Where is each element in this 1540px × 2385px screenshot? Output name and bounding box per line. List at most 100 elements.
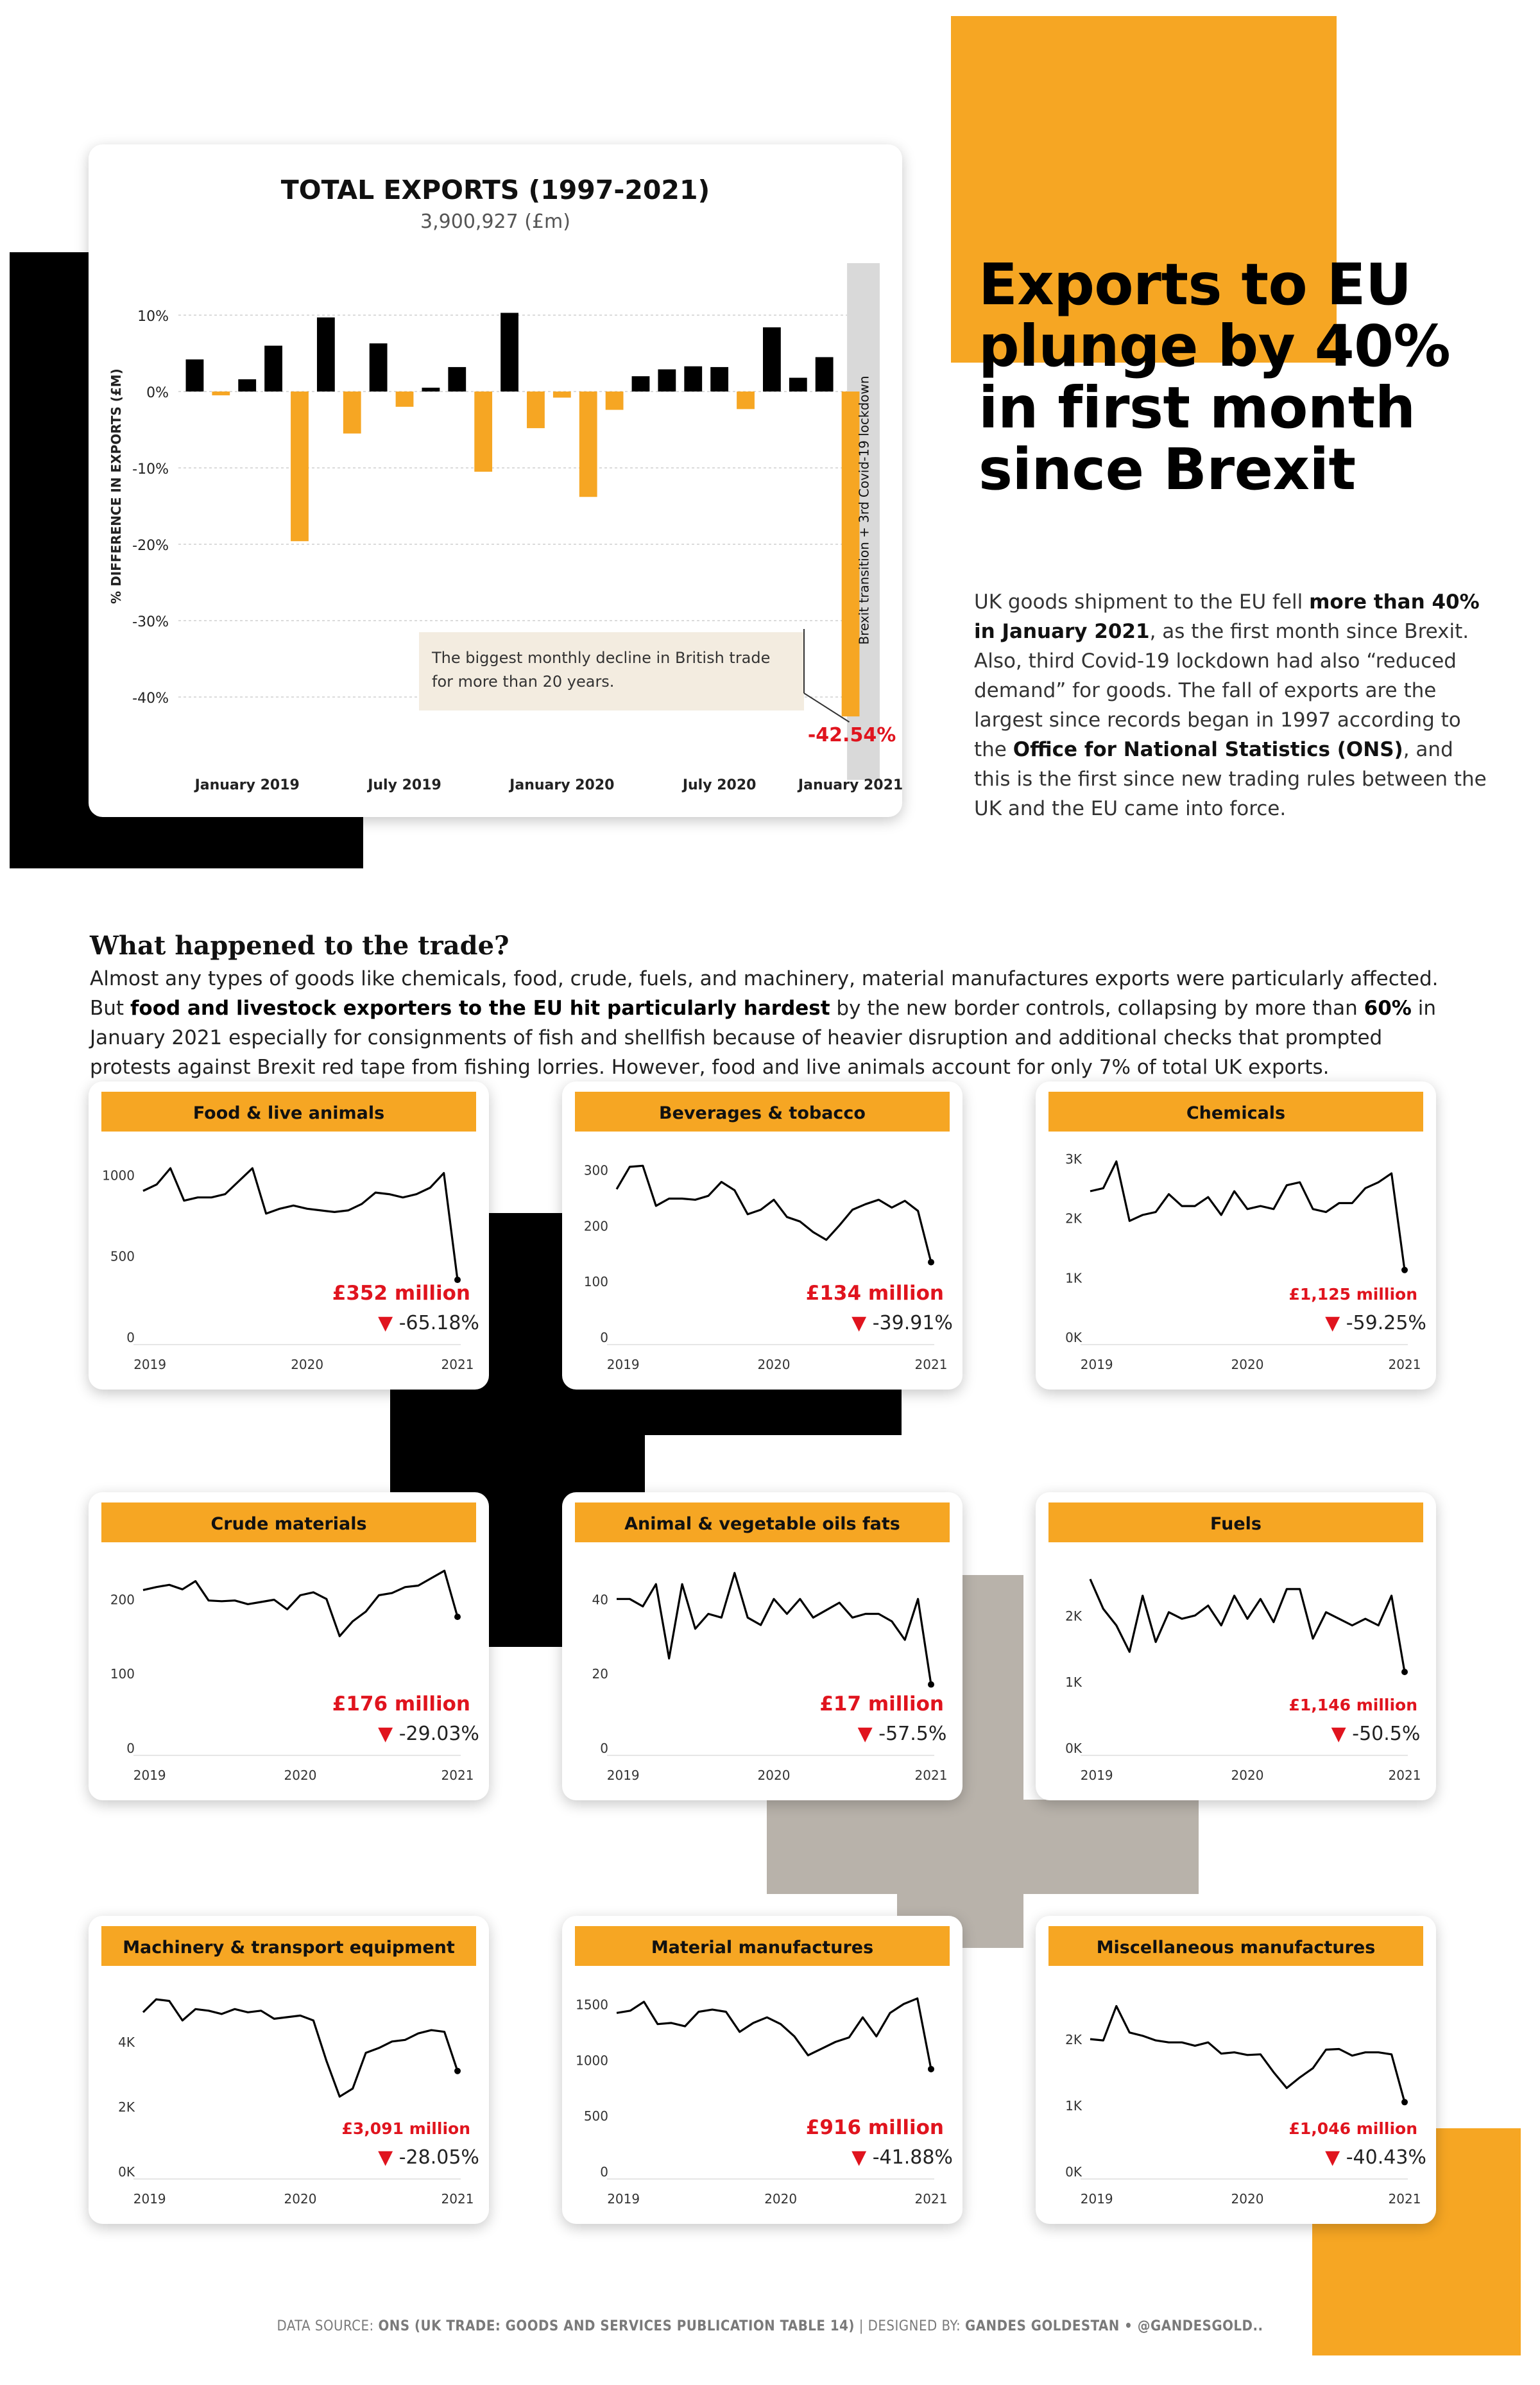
beverages-chart: Beverages & tobacco 0 100 200 300 2019 2020 202… — [575, 1092, 953, 1372]
section-paragraph: Almost any types of goods like chemicals… — [90, 964, 1463, 1082]
chart-title-banner — [1048, 1502, 1423, 1542]
chart-title: Material manufactures — [651, 1938, 873, 1958]
value-label: £3,091 million — [342, 2119, 470, 2138]
x-tick-label: 2019 — [607, 1357, 640, 1372]
value-label: £1,046 million — [1289, 2119, 1417, 2138]
y-tick-label: 0 — [126, 1741, 135, 1756]
y-tick-label: 0 — [126, 1330, 135, 1345]
y-tick-label: -40% — [132, 691, 169, 707]
x-tick-label: January 2020 — [508, 777, 614, 793]
bar — [710, 366, 729, 392]
series-line — [1090, 1160, 1406, 1271]
bar — [763, 327, 781, 392]
bar — [264, 345, 282, 392]
machinery-card: Machinery & transport equipment 0K 2K 4K 201… — [89, 1916, 489, 2224]
y-axis-label: % DIFFERENCE IN EXPORTS (£M) — [108, 368, 124, 604]
y-tick-label: 2K — [1065, 1608, 1082, 1624]
last-point — [454, 1277, 461, 1284]
value-label: £1,125 million — [1289, 1285, 1417, 1304]
summary-bold-2: Office for National Statistics (ONS) — [1013, 738, 1403, 761]
y-tick-label: 1000 — [576, 2053, 608, 2068]
chart-subtitle: 3,900,927 (£m) — [420, 211, 570, 233]
y-tick-label: 10% — [137, 309, 169, 325]
bar — [369, 343, 388, 392]
chart-title-banner — [575, 1502, 950, 1542]
change-label: ▼ -59.25% — [1325, 1312, 1426, 1334]
chart-title: TOTAL EXPORTS (1997-2021) — [281, 175, 710, 205]
x-tick-label: January 2019 — [194, 777, 300, 793]
bar — [343, 392, 361, 434]
last-point — [928, 1259, 934, 1266]
down-triangle-icon: ▼ — [378, 2146, 393, 2169]
section-title: What happened to the trade? — [90, 931, 509, 961]
x-tick-label: 2021 — [915, 1357, 948, 1372]
summary-text-2: , as the first month since Brexit. Also,… — [974, 620, 1469, 761]
footer-source: ONS (UK TRADE: GOODS AND SERVICES PUBLIC… — [378, 2318, 855, 2334]
last-point — [454, 2067, 461, 2074]
crude-chart: Crude materials 0 100 200 2019 2020 2021 £176 m… — [101, 1502, 479, 1783]
y-tick-label: 40 — [592, 1592, 608, 1607]
down-triangle-icon: ▼ — [1325, 2146, 1340, 2169]
bar — [291, 392, 309, 542]
x-tick-label: 2021 — [441, 1357, 474, 1372]
y-tick-label: 200 — [584, 1218, 608, 1234]
annotation-text-line-1: The biggest monthly decline in British t… — [431, 649, 770, 667]
chart-title: Food & live animals — [193, 1103, 384, 1123]
series-line — [617, 1572, 932, 1685]
machinery-chart: Machinery & transport equipment 0K 2K 4K 201… — [101, 1926, 479, 2207]
x-tick-label: July 2019 — [366, 777, 441, 793]
change-value: -29.03% — [393, 1723, 479, 1745]
section-bold-1: food and livestock exporters to the EU h… — [130, 997, 830, 1020]
bar — [841, 392, 860, 717]
bar — [789, 377, 807, 392]
headline-line-3: in first month — [979, 374, 1416, 441]
x-tick-label: 2021 — [1389, 1357, 1421, 1372]
chart-title-banner — [101, 1092, 476, 1132]
headline: Exports to EU plunge by 40% in first mon… — [979, 254, 1505, 500]
chemicals-chart: Chemicals 0K 1K 2K 3K 2019 2020 2021 £1,125 mill… — [1048, 1092, 1426, 1372]
x-tick-label: January 2021 — [797, 777, 902, 793]
oils-card: Animal & vegetable oils fats 0 20 40 2019 202… — [562, 1492, 963, 1800]
headline-line-4: since Brexit — [979, 436, 1356, 503]
summary-paragraph: UK goods shipment to the EU fell more th… — [974, 587, 1487, 823]
chart-title: Beverages & tobacco — [659, 1103, 866, 1123]
y-tick-label: 0 — [600, 1330, 608, 1345]
bar — [212, 392, 230, 395]
chart-title-banner — [575, 1926, 950, 1966]
y-tick-label: 0K — [1065, 2164, 1082, 2180]
y-tick-label: 1K — [1065, 1675, 1082, 1690]
chart-title-banner — [101, 1502, 476, 1542]
footer-designer: GANDES GOLDESTAN • @GANDESGOLD.. — [964, 2318, 1263, 2334]
annotation-box — [419, 632, 804, 710]
bar — [605, 392, 624, 410]
change-label: ▼ -28.05% — [378, 2146, 479, 2169]
footer-separator: | DESIGNED BY: — [854, 2318, 965, 2334]
bar — [422, 388, 440, 392]
x-tick-label: 2019 — [133, 1357, 166, 1372]
headline-line-2: plunge by 40% — [979, 313, 1451, 379]
chart-title-banner — [575, 1092, 950, 1132]
y-tick-label: 0 — [600, 1741, 608, 1756]
y-tick-label: 500 — [110, 1249, 135, 1264]
x-tick-label: 2020 — [764, 2191, 797, 2207]
x-tick-label: July 2020 — [681, 777, 757, 793]
y-tick-label: 1K — [1065, 1270, 1082, 1286]
change-value: -41.88% — [866, 2146, 953, 2169]
annotation-connector — [803, 693, 850, 723]
y-tick-label: 300 — [584, 1162, 608, 1178]
change-value: -59.25% — [1340, 1312, 1426, 1334]
crude-card: Crude materials 0 100 200 2019 2020 2021 £176 m… — [89, 1492, 489, 1800]
footer-credits: DATA SOURCE: ONS (UK TRADE: GOODS AND SE… — [0, 2318, 1540, 2334]
series-line — [142, 1167, 459, 1280]
series-line — [615, 1164, 932, 1262]
x-tick-label: 2019 — [1081, 1357, 1113, 1372]
series-line — [1089, 1578, 1406, 1673]
y-tick-label: -10% — [132, 461, 169, 478]
y-tick-label: 20 — [592, 1666, 608, 1682]
change-label: ▼ -65.18% — [378, 1312, 479, 1334]
value-label: £1,146 million — [1289, 1696, 1417, 1714]
food-card: Food & live animals 0 500 1000 2019 2020 2021 £… — [89, 1081, 489, 1390]
down-triangle-icon: ▼ — [1325, 1312, 1340, 1334]
summary-text-1: UK goods shipment to the EU fell — [974, 590, 1310, 614]
value-label: £352 million — [332, 1282, 470, 1305]
